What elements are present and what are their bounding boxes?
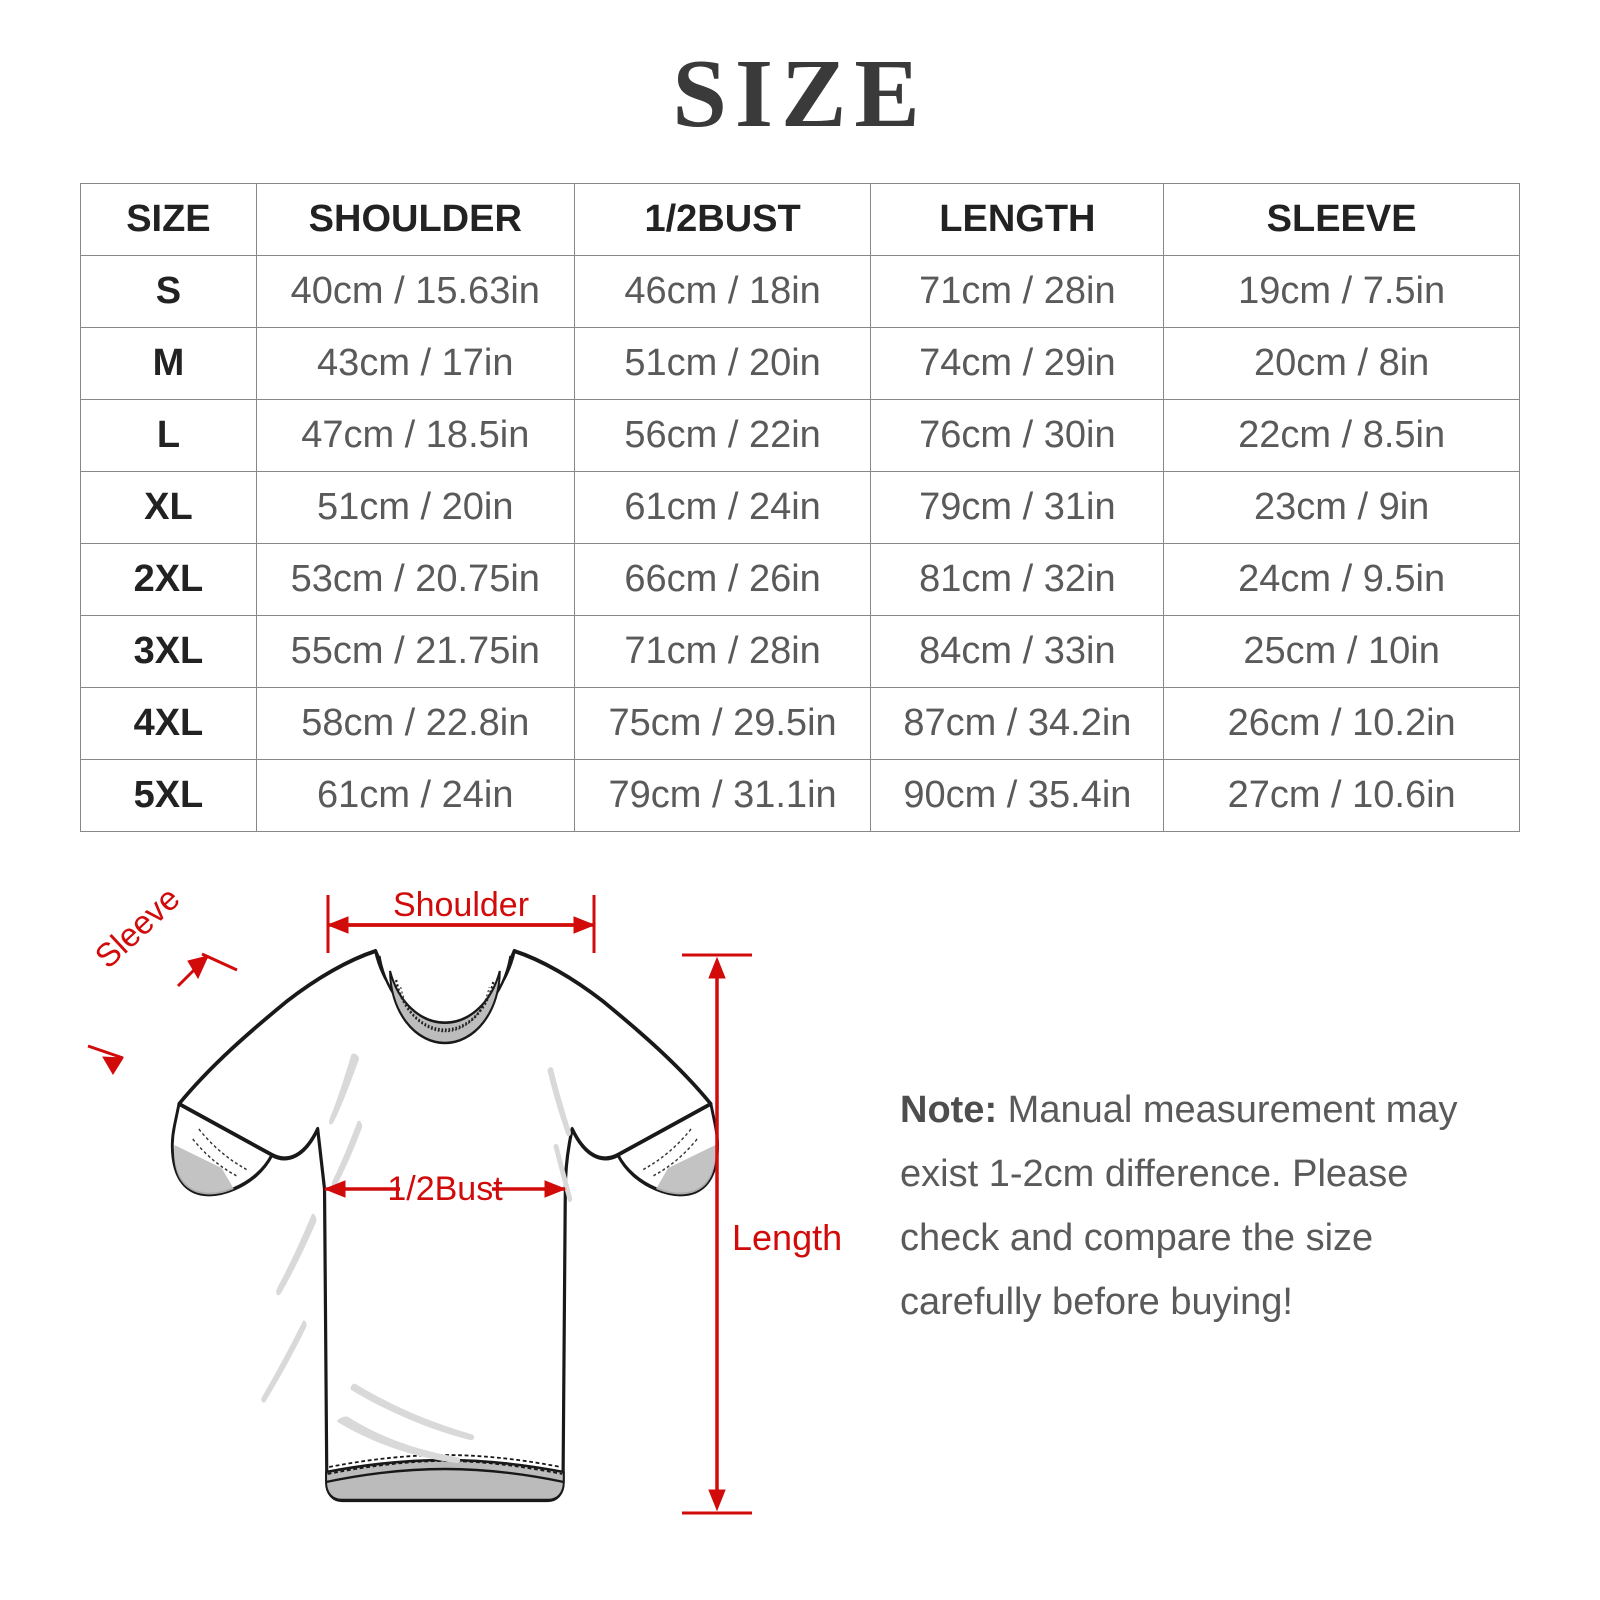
svg-text:Length: Length [732, 1217, 842, 1258]
svg-text:Shoulder: Shoulder [393, 886, 529, 924]
svg-text:1/2Bust: 1/2Bust [387, 1170, 503, 1208]
svg-text:Sleeve: Sleeve [88, 879, 187, 975]
